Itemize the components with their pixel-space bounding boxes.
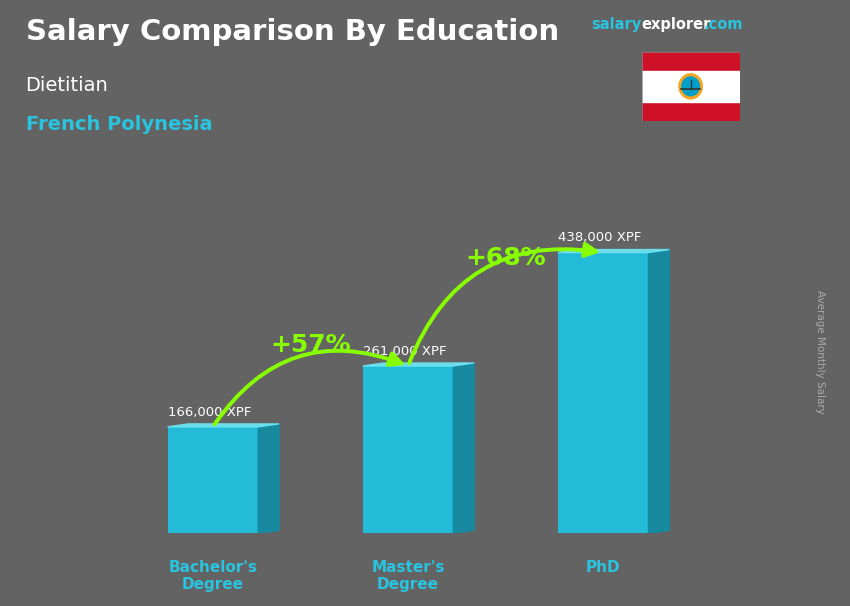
Text: salary: salary [591, 17, 641, 32]
Text: PhD: PhD [586, 560, 620, 575]
Text: 438,000 XPF: 438,000 XPF [558, 231, 641, 244]
Polygon shape [649, 250, 669, 533]
Bar [642, 71, 740, 102]
Text: .com: .com [704, 17, 743, 32]
Polygon shape [167, 424, 279, 427]
Circle shape [682, 77, 700, 96]
Text: 166,000 XPF: 166,000 XPF [167, 405, 251, 419]
Text: Dietitian: Dietitian [26, 76, 108, 95]
FancyArrowPatch shape [214, 351, 401, 425]
Polygon shape [558, 250, 669, 253]
Polygon shape [453, 363, 474, 533]
Text: French Polynesia: French Polynesia [26, 115, 212, 134]
FancyArrowPatch shape [409, 244, 596, 364]
FancyBboxPatch shape [167, 427, 258, 533]
Polygon shape [363, 363, 474, 366]
Circle shape [679, 74, 702, 99]
Text: Salary Comparison By Education: Salary Comparison By Education [26, 18, 558, 46]
Polygon shape [258, 424, 279, 533]
Text: Bachelor's
Degree: Bachelor's Degree [168, 560, 258, 592]
Text: Average Monthly Salary: Average Monthly Salary [815, 290, 825, 413]
Text: Master's
Degree: Master's Degree [371, 560, 445, 592]
Text: explorer: explorer [642, 17, 711, 32]
Text: +57%: +57% [270, 333, 351, 357]
Text: +68%: +68% [465, 246, 546, 270]
FancyBboxPatch shape [558, 253, 649, 533]
Text: 261,000 XPF: 261,000 XPF [363, 345, 446, 358]
FancyBboxPatch shape [363, 366, 453, 533]
